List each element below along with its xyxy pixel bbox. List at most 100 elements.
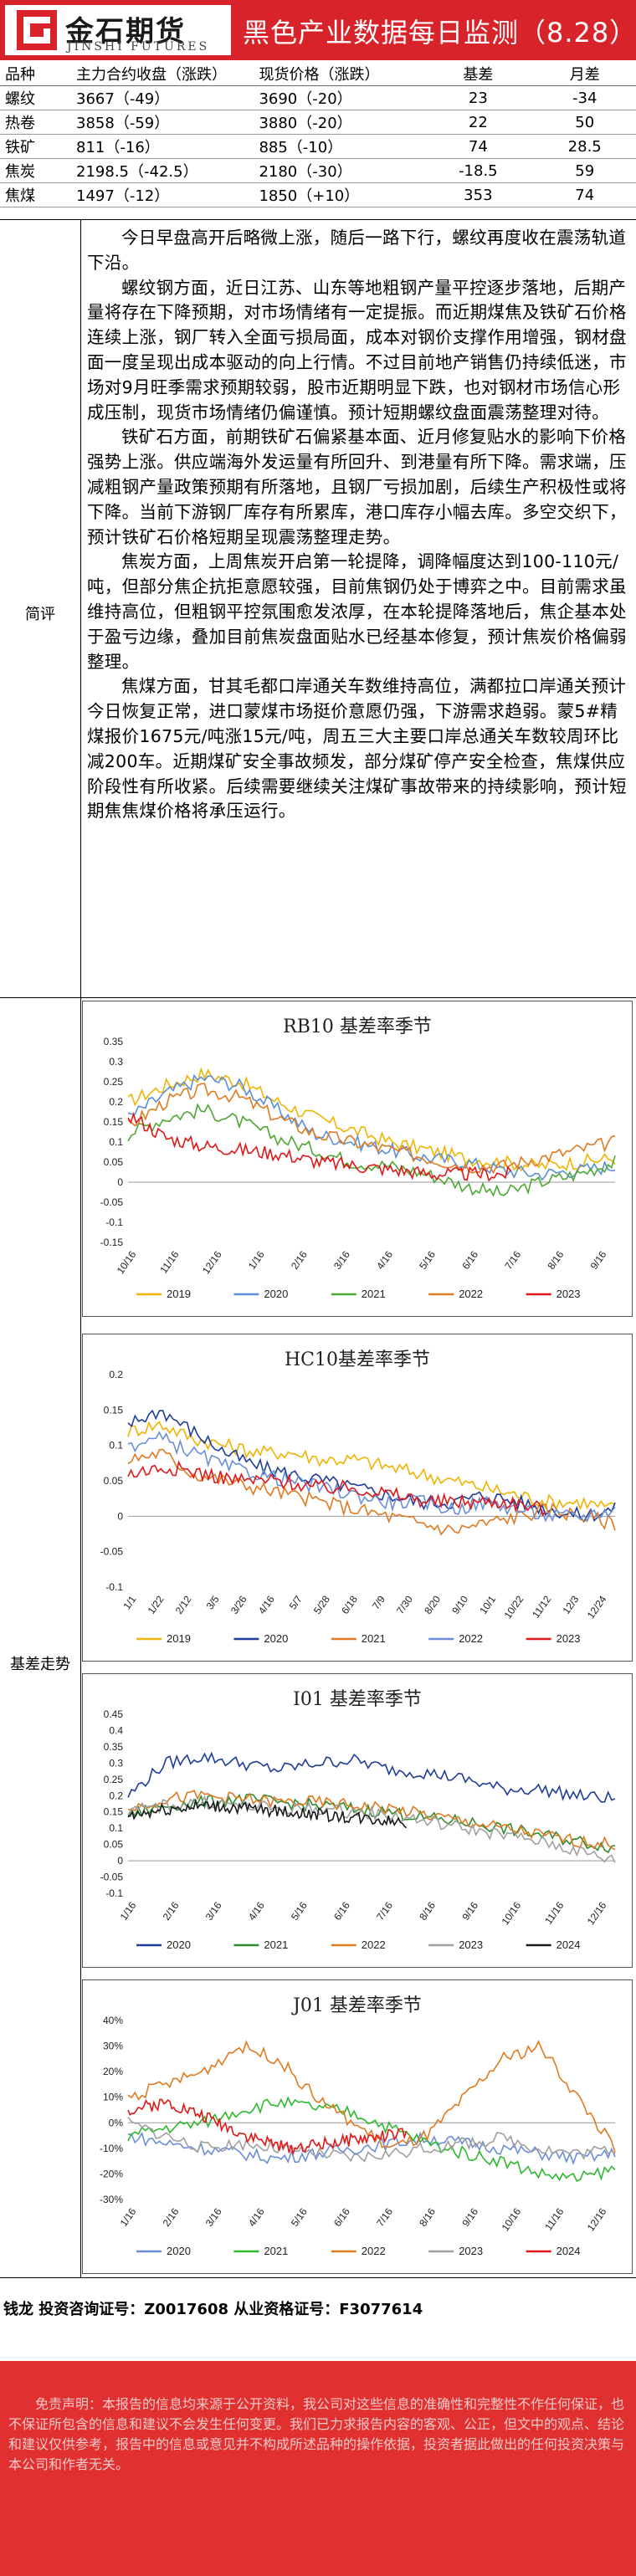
y-tick-label: 0.15	[104, 1116, 124, 1128]
commentary-section	[0, 219, 636, 998]
table-cell: -18.5	[423, 158, 534, 183]
series-line	[127, 1795, 616, 1863]
commentary-text: 今日早盘高开后略微上涨，随后一路下行，螺纹再度收在震荡轨道下沿。 螺纹钢方面，近…	[87, 226, 629, 824]
table-cell: 铁矿	[0, 134, 72, 159]
x-tick-label: 1/1	[121, 1593, 138, 1611]
legend-label: 2021	[264, 1938, 288, 1951]
x-tick-label: 8/16	[546, 1248, 567, 1271]
x-tick-label: 11/12	[530, 1593, 553, 1620]
y-tick-label: 0.45	[104, 1708, 124, 1720]
x-tick-label: 1/22	[146, 1593, 167, 1616]
y-tick-label: 0.2	[109, 1790, 123, 1801]
y-tick-label: 0.15	[104, 1404, 124, 1416]
x-tick-label: 6/18	[339, 1593, 360, 1616]
table-cell: 811（-16）	[71, 134, 254, 159]
report-header: 金石期货 JINSHI FUTURES 黑色产业数据每日监测（8.28）	[0, 0, 636, 60]
x-tick-label: 2/16	[161, 2205, 182, 2228]
analyst-credentials: 钱龙 投资咨询证号：Z0017608 从业资格证号：F3077614	[3, 2301, 423, 2318]
x-tick-label: 5/7	[287, 1593, 305, 1611]
x-tick-label: 7/16	[502, 1248, 523, 1271]
commentary-paragraph: 焦炭方面，上周焦炭开启第一轮提降，调降幅度达到100-110元/吨，但部分焦企抗…	[87, 551, 627, 672]
x-tick-label: 1/16	[246, 1248, 267, 1271]
y-tick-label: 0.1	[109, 1136, 123, 1148]
x-tick-label: 10/16	[500, 2205, 524, 2233]
legend-label: 2023	[459, 2245, 483, 2257]
x-tick-label: 3/16	[203, 1899, 224, 1922]
y-tick-label: 0.05	[104, 1839, 124, 1851]
y-tick-label: 0.05	[104, 1475, 124, 1487]
table-header-row: 品种 主力合约收盘（涨跌） 现货价格（涨跌） 基差 月差	[0, 62, 636, 86]
y-tick-label: 40%	[103, 2015, 123, 2026]
table-cell: -34	[533, 85, 636, 110]
table-cell: 23	[423, 85, 534, 110]
y-tick-label: -30%	[100, 2194, 123, 2205]
legend-label: 2021	[362, 1632, 386, 1645]
y-tick-label: 0.1	[109, 1822, 123, 1834]
x-tick-label: 10/16	[500, 1899, 524, 1927]
y-tick-label: -0.1	[105, 1216, 123, 1228]
y-tick-label: 0.05	[104, 1156, 124, 1168]
x-tick-label: 5/16	[289, 1899, 310, 1922]
table-cell: 885（-10）	[254, 134, 423, 159]
table-cell: 焦炭	[0, 158, 72, 183]
basis-chart: HC10基差率季节 0.2 0.15 0.1 0.05 0 -0.05 -0.1 1/1 1/22…	[82, 1334, 633, 1662]
x-tick-label: 12/16	[200, 1248, 224, 1276]
table-cell: 74	[533, 182, 636, 207]
table-cell: 50	[533, 110, 636, 135]
series-line	[127, 2096, 616, 2183]
company-logo: 金石期货 JINSHI FUTURES	[5, 5, 231, 55]
table-cell: 28.5	[533, 134, 636, 159]
y-tick-label: 20%	[103, 2066, 123, 2077]
series-line	[127, 1798, 408, 1829]
basis-chart: J01 基差率季节 40% 30% 20% 10% 0% -10% -20% -30% 1/16 2…	[82, 1979, 633, 2274]
table-row: 螺纹 3667（-49） 3690（-20） 23 -34	[0, 85, 636, 110]
chart-svg: 0.2 0.15 0.1 0.05 0 -0.05 -0.11/1 1/22 2/12 3/5 3/…	[100, 1369, 616, 1645]
legend-label: 2022	[362, 2245, 386, 2257]
chart-svg: 0.35 0.3 0.25 0.2 0.15 0.1 0.05 0 -0.05 -0.1 -0.15…	[100, 1036, 616, 1300]
commentary-paragraph: 螺纹钢方面，近日江苏、山东等地粗钢产量平控逐步落地，后期产量将存在下降预期，对市…	[87, 277, 627, 423]
table-cell: 59	[533, 158, 636, 183]
column-header: 品种	[0, 62, 72, 86]
table-cell: 螺纹	[0, 85, 72, 110]
x-tick-label: 7/16	[374, 1899, 395, 1922]
series-line	[127, 1431, 616, 1523]
table-row: 铁矿 811（-16） 885（-10） 74 28.5	[0, 134, 636, 159]
legend-label: 2021	[264, 2245, 288, 2257]
x-tick-label: 3/16	[331, 1248, 352, 1271]
legend-label: 2020	[167, 1938, 191, 1951]
x-tick-label: 5/16	[417, 1248, 438, 1271]
logo-mark-icon	[17, 10, 57, 50]
x-tick-label: 2/12	[173, 1593, 194, 1616]
x-tick-label: 3/26	[228, 1593, 249, 1616]
series-line	[127, 1793, 616, 1854]
basis-chart: RB10 基差率季节 0.35 0.3 0.25 0.2 0.15 0.1 0.05 0 -0.0…	[82, 1001, 633, 1317]
table-cell: 焦煤	[0, 182, 72, 207]
legend-label: 2020	[264, 1288, 288, 1300]
series-line	[127, 2117, 616, 2163]
x-tick-label: 11/16	[542, 2205, 566, 2232]
table-cell: 2198.5（-42.5）	[71, 158, 254, 183]
series-line	[127, 1073, 616, 1181]
y-tick-label: 0.25	[104, 1774, 124, 1785]
y-tick-label: -20%	[100, 2168, 123, 2179]
x-tick-label: 11/16	[157, 1248, 181, 1275]
y-tick-label: 0.15	[104, 1806, 124, 1818]
x-tick-label: 8/16	[417, 2205, 438, 2228]
chart-title: J01 基差率季节	[293, 1995, 422, 2016]
legend-label: 2022	[459, 1632, 483, 1645]
series-line	[127, 1460, 546, 1517]
series-line	[127, 1111, 511, 1182]
y-tick-label: -0.1	[105, 1581, 123, 1593]
x-tick-label: 4/16	[246, 2205, 267, 2228]
column-header: 现货价格（涨跌）	[254, 62, 423, 86]
commentary-paragraph: 铁矿石方面，前期铁矿石偏紧基本面、近月修复贴水的影响下价格强势上涨。供应端海外发…	[87, 427, 627, 547]
x-tick-label: 7/16	[374, 2205, 395, 2228]
x-tick-label: 1/16	[118, 2205, 139, 2228]
table-cell: 热卷	[0, 110, 72, 135]
y-tick-label: 0.3	[109, 1757, 123, 1769]
x-tick-label: 5/28	[311, 1593, 332, 1616]
legend-label: 2024	[556, 1938, 581, 1951]
basis-chart: I01 基差率季节 0.45 0.4 0.35 0.3 0.25 0.2 0.15 0.1 0.0…	[82, 1673, 633, 1968]
table-cell: 74	[423, 134, 534, 159]
y-tick-label: 0.2	[109, 1369, 123, 1380]
